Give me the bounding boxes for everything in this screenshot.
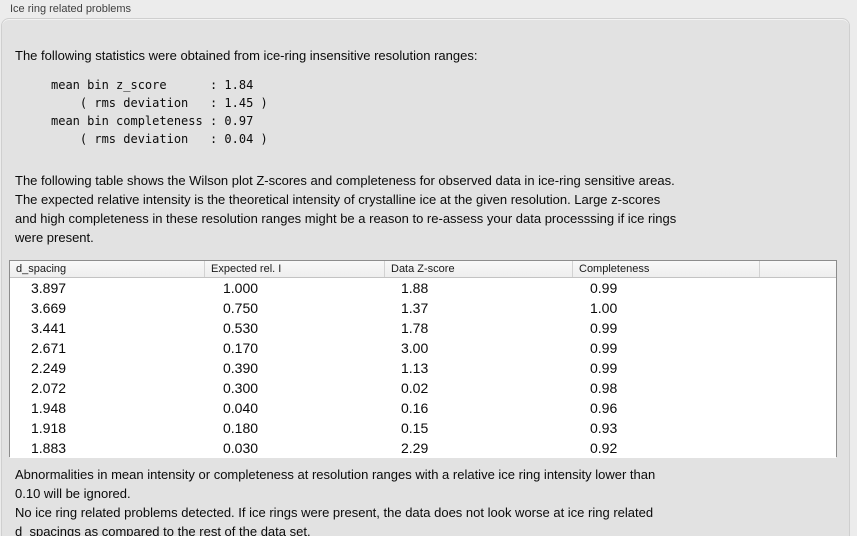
table-row[interactable]: 1.948 0.040 0.16 0.96 xyxy=(10,398,836,418)
table-cell: 0.99 xyxy=(590,320,618,336)
table-cell: 0.99 xyxy=(590,360,618,376)
column-header-filler xyxy=(759,261,836,277)
table-cell: 0.16 xyxy=(401,400,429,416)
table-cell: 0.030 xyxy=(223,440,259,456)
table-cell: 1.000 xyxy=(223,280,259,296)
ice-ring-table[interactable]: d_spacing Expected rel. I Data Z-score C… xyxy=(9,260,837,458)
table-cell: 2.072 xyxy=(31,380,67,396)
table-cell: 0.98 xyxy=(590,380,618,396)
column-header-d-spacing[interactable]: d_spacing xyxy=(16,263,67,275)
conclusion-text: No ice ring related problems detected. I… xyxy=(15,505,654,536)
table-cell: 0.02 xyxy=(401,380,429,396)
ice-ring-groupbox: The following statistics were obtained f… xyxy=(1,18,850,536)
table-cell: 0.92 xyxy=(590,440,618,456)
table-cell: 2.29 xyxy=(401,440,429,456)
intro-text: The following statistics were obtained f… xyxy=(15,48,478,63)
description-text: The following table shows the Wilson plo… xyxy=(15,173,677,245)
column-header-expected-rel-i[interactable]: Expected rel. I xyxy=(204,261,384,277)
table-cell: 0.99 xyxy=(590,340,618,356)
table-cell: 0.390 xyxy=(223,360,259,376)
table-cell: 1.88 xyxy=(401,280,429,296)
stats-block: mean bin z_score : 1.84 ( rms deviation … xyxy=(51,78,268,146)
table-cell: 1.00 xyxy=(590,300,618,316)
table-cell: 2.249 xyxy=(31,360,67,376)
table-body: 3.897 1.000 1.88 0.99 3.669 0.750 1.37 1.00 3.44… xyxy=(10,278,836,458)
table-cell: 0.96 xyxy=(590,400,618,416)
table-cell: 1.37 xyxy=(401,300,429,316)
table-cell: 3.669 xyxy=(31,300,67,316)
table-cell: 0.99 xyxy=(590,280,618,296)
table-cell: 3.00 xyxy=(401,340,429,356)
table-cell: 1.948 xyxy=(31,400,67,416)
table-header-row: d_spacing Expected rel. I Data Z-score C… xyxy=(10,261,836,278)
table-cell: 0.750 xyxy=(223,300,259,316)
table-row[interactable]: 2.249 0.390 1.13 0.99 xyxy=(10,358,836,378)
table-row[interactable]: 2.072 0.300 0.02 0.98 xyxy=(10,378,836,398)
table-cell: 0.93 xyxy=(590,420,618,436)
groupbox-title: Ice ring related problems xyxy=(10,3,132,15)
table-cell: 1.78 xyxy=(401,320,429,336)
table-row[interactable]: 1.883 0.030 2.29 0.92 xyxy=(10,438,836,458)
table-row[interactable]: 3.669 0.750 1.37 1.00 xyxy=(10,298,836,318)
table-cell: 0.170 xyxy=(223,340,259,356)
table-cell: 0.040 xyxy=(223,400,259,416)
table-row[interactable]: 1.918 0.180 0.15 0.93 xyxy=(10,418,836,438)
table-row[interactable]: 3.897 1.000 1.88 0.99 xyxy=(10,278,836,298)
table-cell: 0.300 xyxy=(223,380,259,396)
table-cell: 3.897 xyxy=(31,280,67,296)
table-row[interactable]: 2.671 0.170 3.00 0.99 xyxy=(10,338,836,358)
ignore-note-text: Abnormalities in mean intensity or compl… xyxy=(15,467,656,501)
table-cell: 0.15 xyxy=(401,420,429,436)
table-row[interactable]: 3.441 0.530 1.78 0.99 xyxy=(10,318,836,338)
table-cell: 1.883 xyxy=(31,440,67,456)
table-cell: 1.13 xyxy=(401,360,429,376)
table-cell: 0.180 xyxy=(223,420,259,436)
table-cell: 2.671 xyxy=(31,340,67,356)
column-header-completeness[interactable]: Completeness xyxy=(572,261,759,277)
column-header-data-z-score[interactable]: Data Z-score xyxy=(384,261,572,277)
table-cell: 0.530 xyxy=(223,320,259,336)
table-cell: 1.918 xyxy=(31,420,67,436)
table-cell: 3.441 xyxy=(31,320,67,336)
